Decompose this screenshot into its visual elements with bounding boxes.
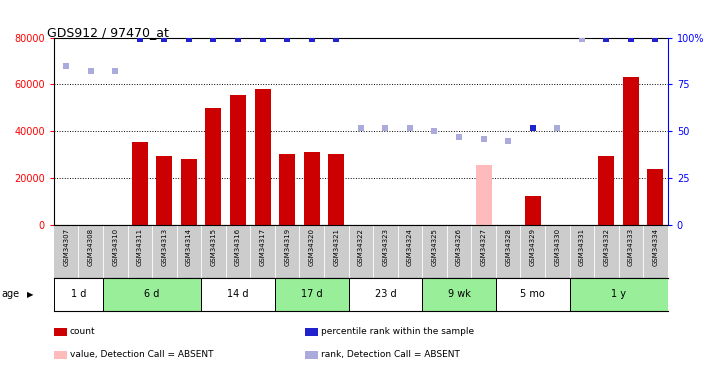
Text: 23 d: 23 d: [375, 290, 396, 299]
Bar: [103, 278, 201, 311]
Bar: [598, 156, 615, 225]
Bar: [205, 108, 221, 225]
Text: GSM34334: GSM34334: [653, 228, 658, 266]
Text: GSM34315: GSM34315: [210, 228, 216, 266]
Bar: [525, 196, 541, 225]
Text: GSM34310: GSM34310: [112, 228, 118, 266]
Text: age: age: [1, 290, 19, 299]
Bar: [255, 89, 271, 225]
Bar: [623, 77, 639, 225]
Bar: [181, 159, 197, 225]
Bar: [132, 142, 148, 225]
Text: GSM34330: GSM34330: [554, 228, 560, 266]
Bar: [54, 278, 103, 311]
Text: ▶: ▶: [27, 290, 34, 299]
Text: GSM34320: GSM34320: [309, 228, 314, 266]
Text: GSM34332: GSM34332: [603, 228, 610, 266]
Text: GDS912 / 97470_at: GDS912 / 97470_at: [47, 26, 169, 39]
Bar: [201, 278, 275, 311]
Text: rank, Detection Call = ABSENT: rank, Detection Call = ABSENT: [321, 350, 460, 359]
Text: GSM34308: GSM34308: [88, 228, 93, 266]
Text: GSM34324: GSM34324: [407, 228, 413, 266]
Text: 5 mo: 5 mo: [521, 290, 545, 299]
Text: GSM34319: GSM34319: [284, 228, 290, 266]
Text: value, Detection Call = ABSENT: value, Detection Call = ABSENT: [70, 350, 213, 359]
Bar: [230, 95, 246, 225]
Text: GSM34333: GSM34333: [628, 228, 634, 266]
Text: 9 wk: 9 wk: [447, 290, 470, 299]
Text: GSM34323: GSM34323: [383, 228, 388, 266]
Text: 1 d: 1 d: [70, 290, 86, 299]
Text: count: count: [70, 327, 95, 336]
Text: 1 y: 1 y: [611, 290, 626, 299]
Bar: [275, 278, 348, 311]
Bar: [569, 278, 668, 311]
Bar: [496, 278, 569, 311]
Bar: [422, 278, 496, 311]
Bar: [348, 278, 422, 311]
Text: GSM34307: GSM34307: [63, 228, 69, 266]
Bar: [279, 153, 295, 225]
Text: GSM34329: GSM34329: [530, 228, 536, 266]
Bar: [648, 169, 663, 225]
Text: GSM34325: GSM34325: [432, 228, 437, 266]
Text: GSM34326: GSM34326: [456, 228, 462, 266]
Text: GSM34313: GSM34313: [162, 228, 167, 266]
Text: GSM34317: GSM34317: [260, 228, 266, 266]
Bar: [304, 152, 320, 225]
Text: 6 d: 6 d: [144, 290, 160, 299]
Bar: [328, 153, 344, 225]
Bar: [475, 165, 492, 225]
Text: GSM34322: GSM34322: [358, 228, 364, 266]
Text: GSM34316: GSM34316: [235, 228, 241, 266]
Text: percentile rank within the sample: percentile rank within the sample: [321, 327, 474, 336]
Text: GSM34311: GSM34311: [137, 228, 143, 266]
Text: GSM34327: GSM34327: [480, 228, 487, 266]
Bar: [157, 156, 172, 225]
Text: GSM34314: GSM34314: [186, 228, 192, 266]
Text: 17 d: 17 d: [301, 290, 322, 299]
Text: GSM34328: GSM34328: [505, 228, 511, 266]
Text: GSM34331: GSM34331: [579, 228, 584, 266]
Text: 14 d: 14 d: [228, 290, 248, 299]
Text: GSM34321: GSM34321: [333, 228, 339, 266]
